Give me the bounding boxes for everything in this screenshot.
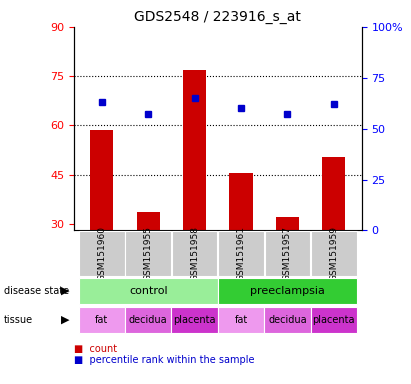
- Bar: [311, 307, 357, 333]
- Bar: [171, 307, 218, 333]
- Bar: [218, 231, 264, 276]
- Text: ■  percentile rank within the sample: ■ percentile rank within the sample: [74, 355, 254, 365]
- Text: control: control: [129, 286, 168, 296]
- Bar: [125, 307, 171, 333]
- Text: preeclampsia: preeclampsia: [250, 286, 325, 296]
- Bar: [276, 217, 299, 230]
- Bar: [229, 173, 253, 230]
- Text: GSM151955: GSM151955: [144, 226, 153, 281]
- Text: decidua: decidua: [129, 314, 168, 325]
- Text: ■  count: ■ count: [74, 344, 117, 354]
- Bar: [125, 231, 171, 276]
- Bar: [79, 231, 125, 276]
- Text: tissue: tissue: [4, 314, 33, 325]
- Text: placenta: placenta: [313, 314, 355, 325]
- Bar: [90, 130, 113, 230]
- Bar: [218, 307, 264, 333]
- Bar: [136, 212, 160, 230]
- Title: GDS2548 / 223916_s_at: GDS2548 / 223916_s_at: [134, 10, 301, 25]
- Bar: [218, 278, 357, 304]
- Bar: [79, 307, 125, 333]
- Text: GSM151959: GSM151959: [329, 226, 338, 281]
- Text: GSM151960: GSM151960: [97, 226, 106, 281]
- Text: decidua: decidua: [268, 314, 307, 325]
- Bar: [265, 231, 310, 276]
- Text: GSM151961: GSM151961: [237, 226, 245, 281]
- Text: fat: fat: [95, 314, 109, 325]
- Text: placenta: placenta: [173, 314, 216, 325]
- Text: GSM151958: GSM151958: [190, 226, 199, 281]
- Text: disease state: disease state: [4, 286, 69, 296]
- Bar: [79, 278, 218, 304]
- Text: fat: fat: [234, 314, 248, 325]
- Bar: [311, 231, 357, 276]
- Text: GSM151957: GSM151957: [283, 226, 292, 281]
- Bar: [183, 70, 206, 230]
- Bar: [322, 157, 345, 230]
- Text: ▶: ▶: [61, 286, 70, 296]
- Bar: [172, 231, 217, 276]
- Text: ▶: ▶: [61, 314, 70, 325]
- Bar: [264, 307, 311, 333]
